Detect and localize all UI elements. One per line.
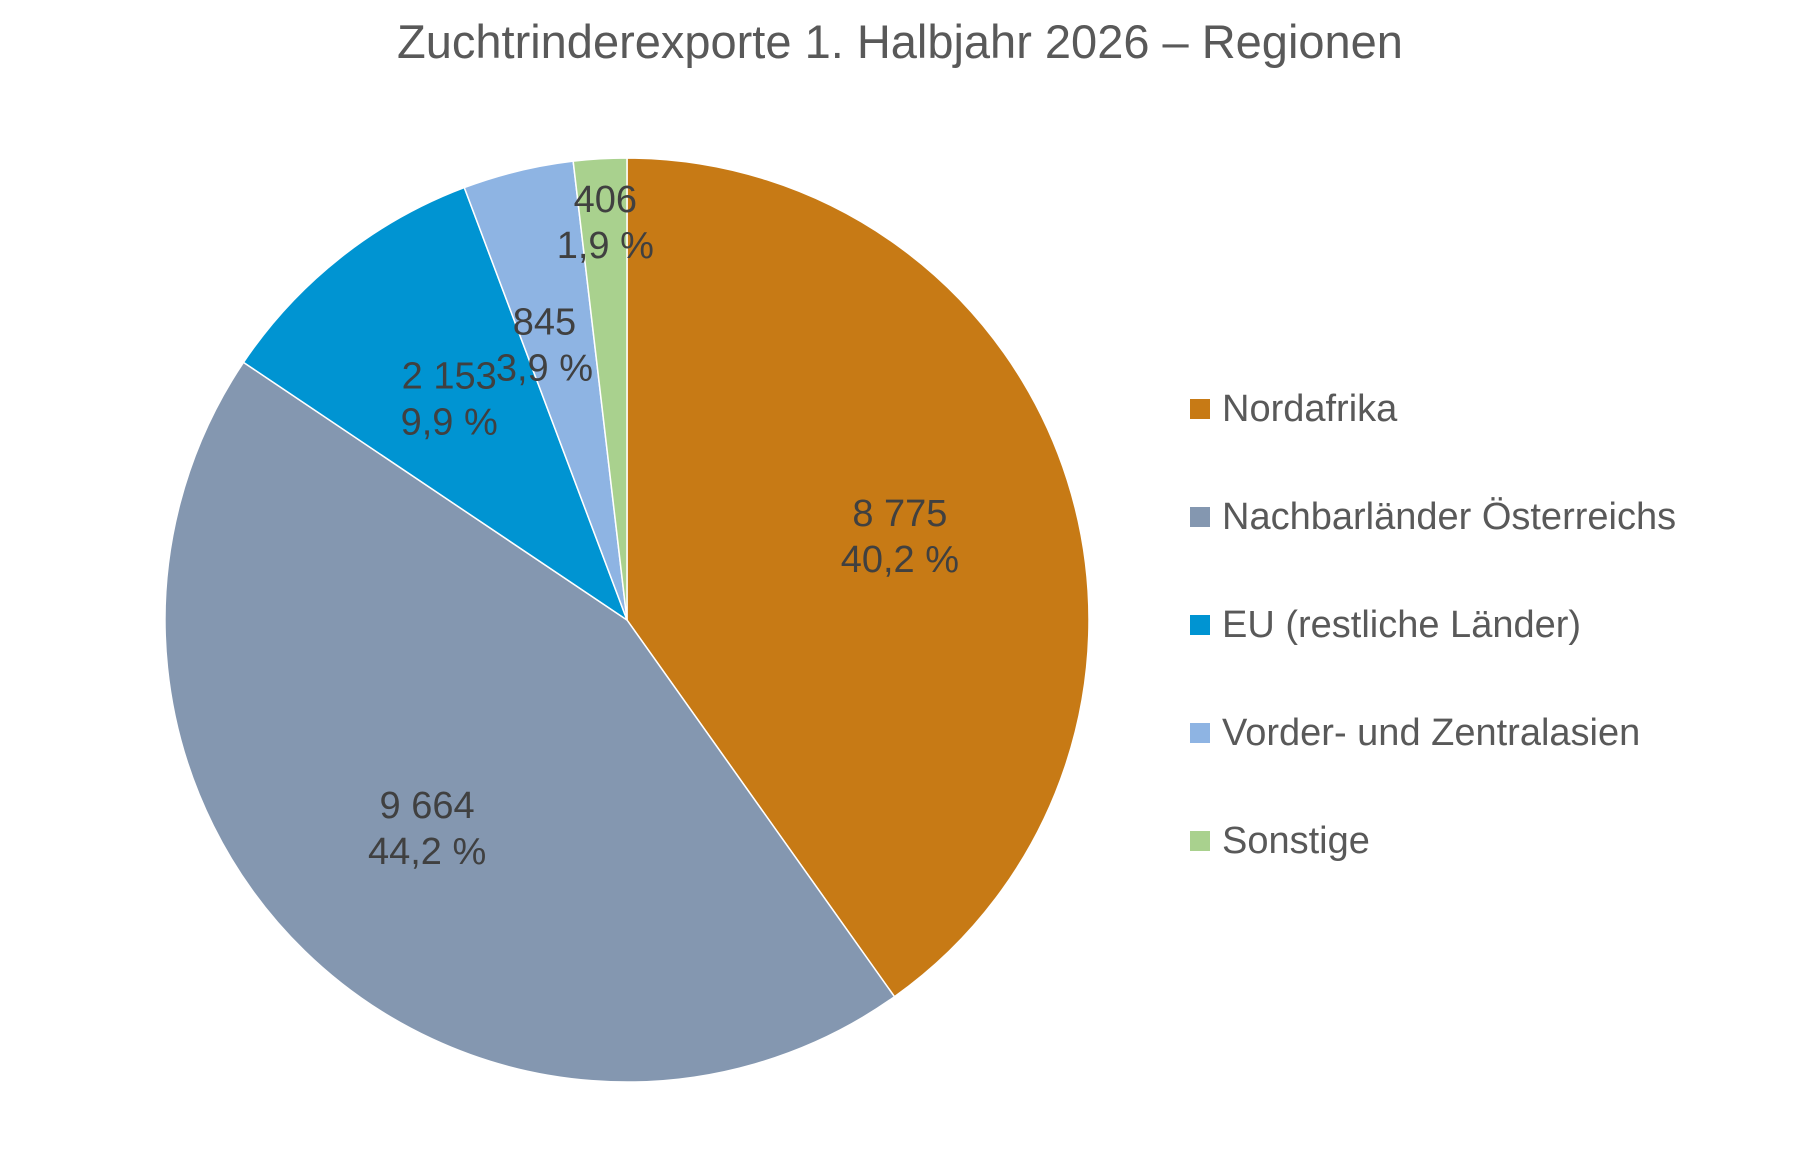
data-label-percent: 3,9 % bbox=[496, 348, 593, 390]
data-label-percent: 9,9 % bbox=[401, 401, 498, 443]
legend-item-sonstige: Sonstige bbox=[1190, 787, 1676, 895]
data-label-percent: 44,2 % bbox=[368, 831, 486, 873]
pie-slice-eu-restliche-laender bbox=[242, 186, 629, 622]
pie-slice-nachbarlaender-oesterreichs bbox=[164, 361, 896, 1083]
legend-label: Nachbarländer Österreichs bbox=[1222, 495, 1677, 538]
legend-swatch bbox=[1190, 831, 1210, 851]
data-label-sonstige: 406 1,9 % bbox=[557, 179, 654, 267]
data-label-value: 2 153 bbox=[402, 355, 497, 397]
legend-swatch bbox=[1190, 507, 1210, 527]
pie-slice-sonstige bbox=[572, 157, 628, 621]
data-label-value: 9 664 bbox=[380, 785, 475, 827]
legend-item-vorder-und-zentralasien: Vorder- und Zentralasien bbox=[1190, 679, 1676, 787]
data-label-value: 406 bbox=[574, 179, 637, 221]
legend-label: EU (restliche Länder) bbox=[1222, 603, 1582, 646]
legend-label: Nordafrika bbox=[1222, 387, 1398, 430]
data-label-value: 8 775 bbox=[852, 493, 947, 535]
data-label-nachbarlaender-oesterreichs: 9 664 44,2 % bbox=[368, 785, 486, 873]
legend-swatch bbox=[1190, 615, 1210, 635]
data-label-eu-restliche-laender: 2 153 9,9 % bbox=[401, 355, 498, 443]
pie-slices bbox=[164, 157, 1090, 1083]
legend-item-eu-restliche-laender: EU (restliche Länder) bbox=[1190, 571, 1676, 679]
data-label-vorder-und-zentralasien: 845 3,9 % bbox=[496, 302, 593, 390]
legend-swatch bbox=[1190, 399, 1210, 419]
chart-title: Zuchtrinderexporte 1. Halbjahr 2026 – Re… bbox=[397, 15, 1403, 68]
data-label-percent: 1,9 % bbox=[557, 225, 654, 267]
data-label-percent: 40,2 % bbox=[841, 539, 959, 581]
legend-item-nordafrika: Nordafrika bbox=[1190, 355, 1676, 463]
pie-data-labels: 8 775 40,2 %9 664 44,2 %2 153 9,9 %845 3,9 %… bbox=[368, 179, 959, 873]
legend-swatch bbox=[1190, 723, 1210, 743]
legend-label: Sonstige bbox=[1222, 819, 1370, 862]
legend-label: Vorder- und Zentralasien bbox=[1222, 711, 1641, 754]
legend: Nordafrika Nachbarländer Österreichs EU (r… bbox=[1190, 355, 1676, 895]
legend-item-nachbarlaender-oesterreichs: Nachbarländer Österreichs bbox=[1190, 463, 1676, 571]
pie-slice-nordafrika bbox=[626, 157, 1090, 998]
data-label-nordafrika: 8 775 40,2 % bbox=[841, 493, 959, 581]
data-label-value: 845 bbox=[513, 302, 576, 344]
